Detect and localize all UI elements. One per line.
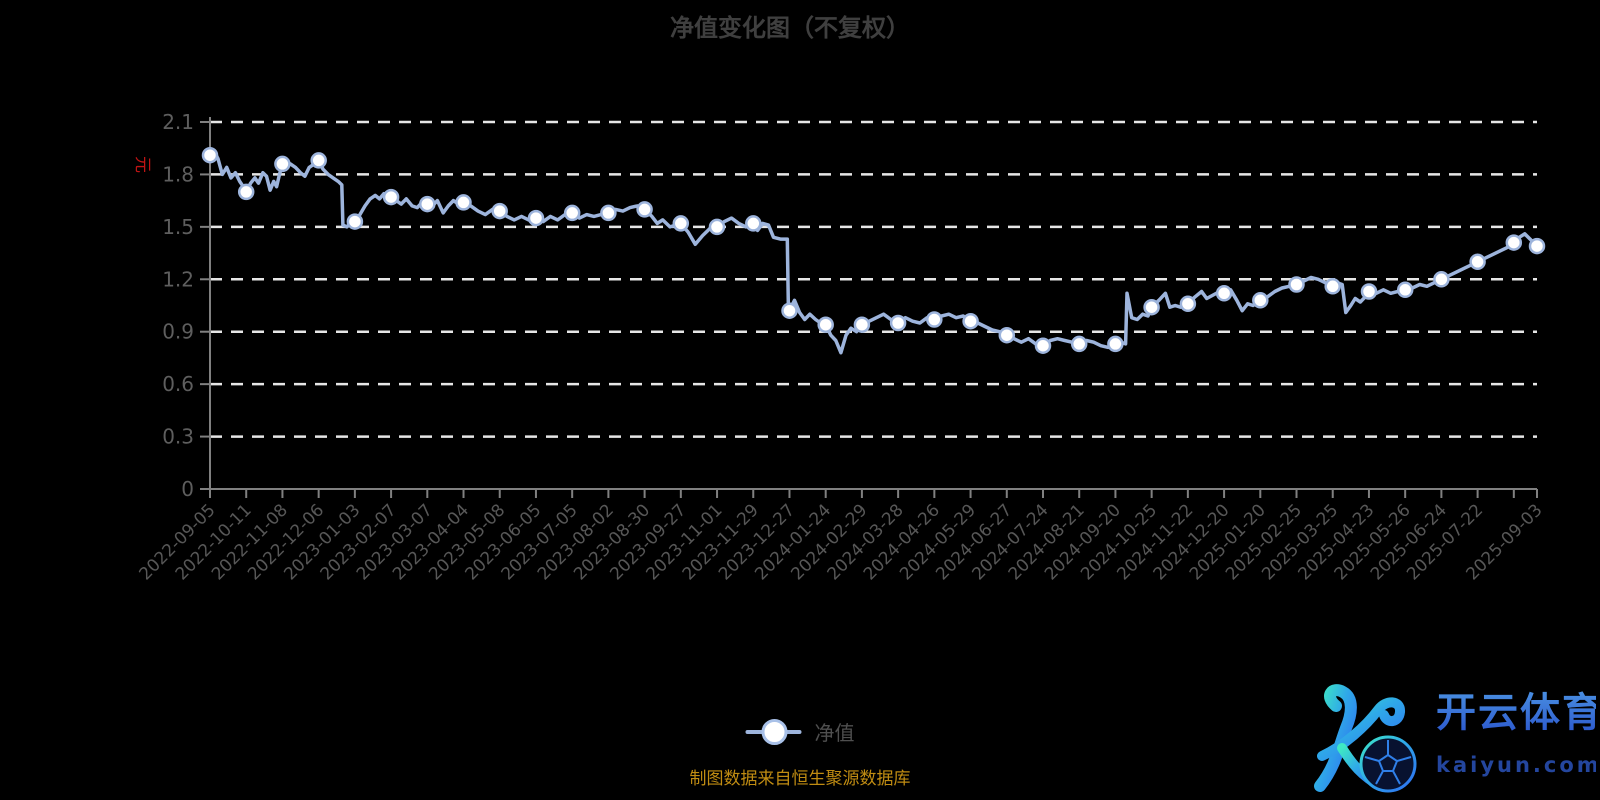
data-point-marker[interactable] (708, 218, 726, 236)
soccer-ball-icon (1359, 735, 1417, 793)
data-point-marker[interactable] (1433, 271, 1450, 288)
data-point-marker[interactable] (455, 194, 472, 211)
data-point-marker[interactable] (1034, 337, 1052, 354)
data-point-marker[interactable] (1215, 285, 1233, 302)
data-point-marker[interactable] (745, 215, 762, 232)
data-point-marker[interactable] (1107, 335, 1124, 353)
data-point-marker[interactable] (1252, 292, 1269, 309)
legend-label: 净值 (814, 721, 855, 745)
legend-item-netvalue[interactable]: 净值 (745, 717, 855, 746)
y-axis-tick-label: 0.9 (162, 320, 194, 344)
data-source-note: 制图数据来自恒生聚源数据库 (689, 769, 911, 789)
data-point-marker[interactable] (382, 188, 400, 206)
data-point-marker[interactable] (600, 204, 617, 222)
data-point-marker[interactable] (419, 195, 436, 213)
data-point-marker[interactable] (201, 146, 219, 164)
data-point-marker[interactable] (1070, 335, 1088, 353)
data-point-marker[interactable] (817, 316, 834, 333)
data-point-marker[interactable] (1396, 281, 1414, 299)
y-axis-tick-label: 0.6 (162, 372, 194, 396)
y-axis-labels: 0 0.3 0.6 0.9 1.2 1.5 1.8 2.1 (162, 110, 194, 501)
data-point-marker[interactable] (274, 155, 291, 173)
data-point-marker[interactable] (1143, 298, 1160, 316)
data-point-marker[interactable] (926, 311, 943, 328)
x-axis-labels: 2022-09-052022-10-112022-11-082022-12-06… (136, 500, 1547, 584)
data-point-marker[interactable] (636, 201, 653, 218)
data-point-marker[interactable] (1505, 234, 1523, 251)
data-point-marker[interactable] (237, 183, 255, 201)
series-netvalue (201, 146, 1546, 355)
data-point-marker[interactable] (853, 316, 871, 333)
netvalue-line (208, 149, 1539, 355)
data-point-marker[interactable] (563, 204, 581, 222)
y-axis-tick-label: 2.1 (162, 110, 194, 134)
data-point-marker[interactable] (781, 302, 798, 319)
data-point-marker[interactable] (889, 314, 907, 332)
y-axis-tick-label: 1.2 (162, 267, 194, 291)
legend-line-dot-icon (745, 718, 802, 745)
y-axis-tick-label: 0.3 (162, 425, 194, 449)
data-point-marker[interactable] (1528, 237, 1546, 255)
k-ball-mark (1314, 684, 1417, 793)
brand-name-text: 开云体育 (1436, 690, 1596, 736)
data-point-marker[interactable] (998, 326, 1016, 344)
data-point-marker[interactable] (1288, 276, 1305, 293)
y-axis-tick-label: 0 (181, 477, 194, 501)
kaiyun-watermark-logo: 开云体育 kaiyun.com (1314, 684, 1596, 793)
gridlines (210, 120, 1537, 438)
y-axis-tick-label: 1.5 (162, 215, 194, 239)
data-point-marker[interactable] (1324, 278, 1341, 295)
y-axis-tick-label: 1.8 (162, 162, 194, 186)
data-point-marker[interactable] (1179, 295, 1197, 313)
axes (200, 117, 1538, 498)
data-point-marker[interactable] (672, 215, 690, 232)
chart-title: 净值变化图（不复权） (670, 14, 910, 42)
brand-domain-text: kaiyun.com (1436, 753, 1596, 777)
data-point-marker[interactable] (1360, 283, 1378, 300)
data-point-marker[interactable] (491, 202, 508, 220)
data-point-marker[interactable] (962, 312, 979, 330)
data-point-marker[interactable] (527, 209, 545, 227)
data-point-marker[interactable] (1469, 253, 1486, 271)
data-point-marker[interactable] (346, 213, 364, 230)
y-axis-unit-label: 元 (132, 156, 152, 173)
data-point-marker[interactable] (310, 152, 327, 169)
